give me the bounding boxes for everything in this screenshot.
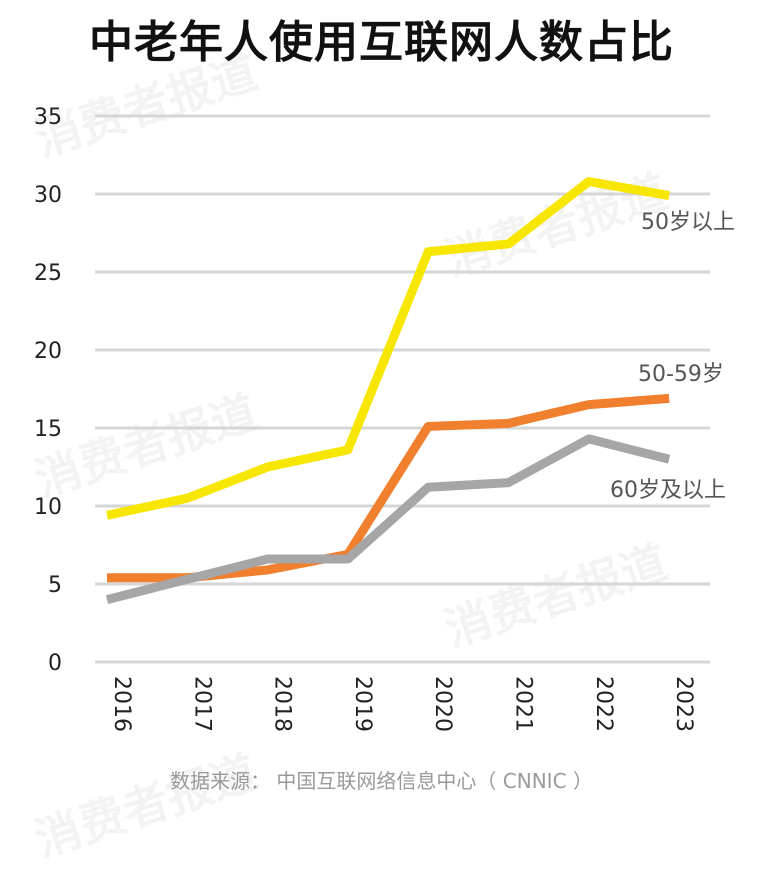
x-tick-label: 2016 xyxy=(109,676,134,732)
y-tick-label: 20 xyxy=(34,339,62,364)
x-tick-label: 2017 xyxy=(189,676,214,732)
series-labels: 50岁以上 50-59岁 60岁及以上 xyxy=(610,210,735,503)
y-tick-label: 5 xyxy=(48,573,62,598)
series-lines xyxy=(105,177,671,604)
series-label-0: 50岁以上 xyxy=(641,210,735,235)
series-label-1: 50-59岁 xyxy=(638,362,724,387)
x-tick-label: 2022 xyxy=(591,676,616,732)
x-tick-label: 2019 xyxy=(350,676,375,732)
y-axis-ticks: 0 5 10 15 20 25 30 35 xyxy=(34,105,62,676)
source-note: 数据来源： 中国互联网络信息中心（ CNNIC ） xyxy=(170,769,593,793)
x-tick-label: 2021 xyxy=(511,676,536,732)
y-tick-label: 15 xyxy=(34,417,62,442)
series-line-0 xyxy=(106,177,670,520)
chart-title: 中老年人使用互联网人数占比 xyxy=(89,17,674,68)
x-tick-label: 2023 xyxy=(671,676,696,732)
y-tick-label: 10 xyxy=(34,495,62,520)
series-label-2: 60岁及以上 xyxy=(610,478,726,503)
series-line-1 xyxy=(107,393,670,583)
x-axis-ticks: 2016 2017 2018 2019 2020 2021 2022 2023 xyxy=(109,676,696,732)
y-tick-label: 0 xyxy=(48,651,62,676)
y-tick-label: 30 xyxy=(34,183,62,208)
x-tick-label: 2020 xyxy=(430,676,455,732)
y-tick-label: 25 xyxy=(34,261,62,286)
y-tick-label: 35 xyxy=(34,105,62,130)
series-line-2 xyxy=(105,434,671,604)
x-tick-label: 2018 xyxy=(270,676,295,732)
